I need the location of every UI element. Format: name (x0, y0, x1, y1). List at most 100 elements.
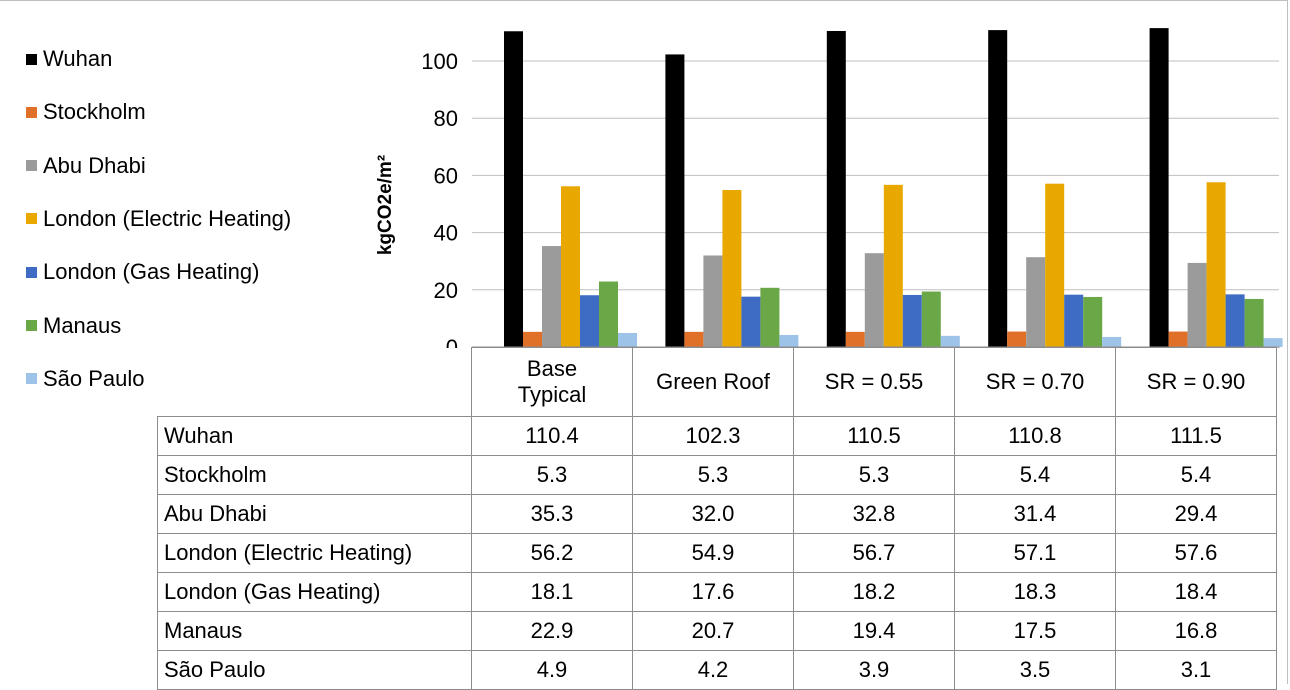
legend-item: Abu Dhabi (26, 151, 146, 181)
table-cell: 31.4 (954, 494, 1116, 534)
y-tick-label: 40 (434, 221, 458, 246)
bar-wuhan (988, 30, 1008, 347)
legend-swatch (26, 320, 37, 331)
table-cell: 110.4 (471, 416, 633, 456)
table-cell: 3.1 (1115, 650, 1277, 690)
table-cell: 32.8 (793, 494, 955, 534)
legend-label: Abu Dhabi (43, 152, 146, 178)
table-row-label: London (Electric Heating) (157, 533, 472, 573)
y-tick-label: 100 (421, 49, 458, 74)
legend-label: London (Electric Heating) (43, 205, 292, 231)
bar-london-gas-heating- (1225, 294, 1245, 347)
y-tick-label: 80 (434, 106, 458, 131)
bar-abu-dhabi (1187, 262, 1207, 347)
legend-swatch (26, 53, 37, 65)
table-row-label: Stockholm (157, 455, 472, 495)
table-corner (157, 347, 472, 417)
legend-label: Wuhan (43, 46, 113, 71)
table-cell: 5.3 (471, 455, 633, 495)
bar-stockholm (845, 331, 865, 347)
y-tick-label: 20 (434, 278, 458, 303)
legend-item: São Paulo (26, 364, 145, 394)
category-label: SR = 0.90 (1115, 347, 1277, 417)
table-cell: 32.0 (632, 494, 794, 534)
table-cell: 110.5 (793, 416, 955, 456)
table-cell: 3.5 (954, 650, 1116, 690)
table-cell: 35.3 (471, 494, 633, 534)
bar-london-gas-heating- (580, 295, 599, 347)
table-row: London (Gas Heating) 18.1 17.6 18.2 18.3 18.4 (157, 572, 1277, 612)
y-tick-label: 0 (446, 335, 458, 348)
legend-item: Stockholm (26, 97, 146, 127)
bar-london-electric-heating- (561, 186, 580, 347)
y-axis-label: kgCO2e/m² (375, 154, 396, 256)
bar-wuhan (504, 31, 523, 347)
table-cell: 57.6 (1115, 533, 1277, 573)
table-cell: 56.2 (471, 533, 633, 573)
table-cell: 5.4 (1115, 455, 1277, 495)
table-cell: 57.1 (954, 533, 1116, 573)
table-row-label: Wuhan (157, 416, 472, 456)
bar-london-gas-heating- (741, 296, 761, 347)
table-cell: 54.9 (632, 533, 794, 573)
table-cell: 18.3 (954, 572, 1116, 612)
table-cell: 102.3 (632, 416, 794, 456)
table-row: Manaus 22.9 20.7 19.4 17.5 16.8 (157, 611, 1277, 651)
bar-wuhan (826, 30, 846, 347)
legend-label: London (Gas Heating) (43, 259, 260, 285)
bar-london-gas-heating- (902, 294, 922, 347)
bar-london-electric-heating- (883, 184, 903, 347)
table-cell: 17.6 (632, 572, 794, 612)
bar-s-o-paulo (618, 332, 637, 347)
legend-label: São Paulo (43, 365, 145, 391)
bar-s-o-paulo (1102, 336, 1122, 347)
table-cell: 29.4 (1115, 494, 1277, 534)
legend-item: London (Electric Heating) (26, 204, 291, 234)
bar-abu-dhabi (703, 255, 723, 347)
bar-manaus (1244, 298, 1264, 347)
bar-s-o-paulo (940, 335, 960, 347)
legend-swatch (26, 266, 37, 278)
table-cell: 18.4 (1115, 572, 1277, 612)
table-cell: 111.5 (1115, 416, 1277, 456)
legend-item: London (Gas Heating) (26, 257, 259, 287)
table-row-label: London (Gas Heating) (157, 572, 472, 612)
bar-manaus (1083, 296, 1103, 347)
bar-stockholm (1168, 331, 1188, 347)
bar-wuhan (665, 54, 685, 348)
bar-stockholm (684, 331, 704, 347)
y-tick-label: 60 (434, 163, 458, 188)
bar-london-gas-heating- (1064, 294, 1084, 347)
bar-stockholm (523, 331, 542, 347)
table-cell: 5.4 (954, 455, 1116, 495)
table-cell: 20.7 (632, 611, 794, 651)
bar-london-electric-heating- (1206, 182, 1226, 347)
data-table: Base Typical Green Roof SR = 0.55 SR = 0.70… (157, 347, 1277, 690)
table-header-row: Base Typical Green Roof SR = 0.55 SR = 0.70… (157, 347, 1277, 417)
table-cell: 19.4 (793, 611, 955, 651)
legend-swatch (26, 106, 37, 118)
table-row-label: São Paulo (157, 650, 472, 690)
table-row-label: Manaus (157, 611, 472, 651)
legend-swatch (26, 373, 37, 385)
bar-wuhan (1149, 28, 1169, 348)
table-cell: 18.1 (471, 572, 633, 612)
legend-item: Manaus (26, 311, 121, 341)
table-cell: 56.7 (793, 533, 955, 573)
category-label: SR = 0.70 (954, 347, 1116, 417)
table-row: Wuhan 110.4 102.3 110.5 110.8 111.5 (157, 416, 1277, 456)
bar-chart: 0 20 40 60 80 100 (421, 28, 1283, 348)
table-cell: 16.8 (1115, 611, 1277, 651)
table-cell: 22.9 (471, 611, 633, 651)
bar-s-o-paulo (779, 334, 799, 347)
table-body: Wuhan 110.4 102.3 110.5 110.8 111.5 Stockholm 5… (157, 416, 1277, 690)
legend-item: Wuhan (26, 44, 112, 74)
legend-label: Manaus (43, 312, 122, 338)
table-cell: 5.3 (632, 455, 794, 495)
table-row: São Paulo 4.9 4.2 3.9 3.5 3.1 (157, 650, 1277, 690)
table-cell: 4.2 (632, 650, 794, 690)
bar-manaus (760, 287, 780, 347)
table-cell: 18.2 (793, 572, 955, 612)
bar-s-o-paulo (1263, 338, 1283, 347)
category-label: SR = 0.55 (793, 347, 955, 417)
